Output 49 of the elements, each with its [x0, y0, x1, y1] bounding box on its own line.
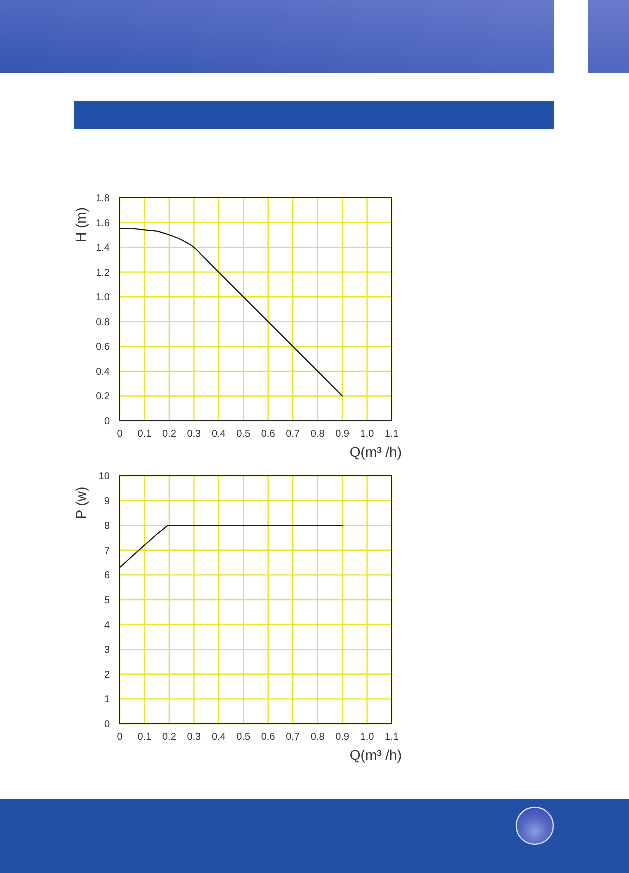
x-tick-label: 0.1 [138, 732, 152, 743]
y-tick-label: 0.2 [96, 392, 110, 403]
x-tick-label: 0.8 [310, 429, 326, 440]
y-tick-label: 1.6 [96, 218, 110, 230]
y-tick-label: 0.8 [96, 317, 110, 328]
x-tick-label: 1.0 [360, 732, 375, 743]
y-tick-label: 1.2 [96, 268, 110, 279]
x-tick-label: 0.2 [162, 732, 177, 743]
y-axis-title: P (w) [73, 486, 89, 520]
y-tick-label: 1.8 [96, 194, 110, 204]
x-axis-title: Q(m³ /h) [350, 747, 402, 763]
y-tick-label: 5 [104, 596, 110, 606]
y-tick-label: 2 [104, 670, 110, 681]
y-tick-label: 0.4 [96, 366, 110, 378]
x-axis-title: Q(m³ /h) [350, 444, 402, 460]
y-axis-title: H (m) [73, 208, 89, 242]
x-tick-label: 0.9 [336, 429, 350, 440]
x-tick-label: 0.5 [236, 732, 252, 743]
y-tick-label: 6 [104, 570, 110, 582]
x-tick-label: 1.1 [385, 732, 400, 743]
y-tick-label: 9 [104, 496, 110, 508]
x-tick-label: 0.7 [286, 429, 300, 440]
y-tick-label: 0 [104, 416, 110, 428]
y-tick-label: 10 [98, 472, 110, 482]
x-tick-label: 0.2 [162, 429, 177, 440]
x-tick-label: 0.3 [187, 429, 202, 440]
x-tick-label: 0.6 [261, 732, 276, 743]
x-tick-label: 0.5 [236, 429, 252, 440]
y-tick-label: 1.0 [96, 292, 110, 304]
x-tick-label: 0.4 [212, 732, 226, 743]
x-tick-label: 0.3 [187, 732, 202, 743]
x-tick-label: 0.6 [261, 429, 276, 440]
x-tick-label: 0 [117, 429, 124, 440]
x-tick-label: 0.4 [212, 429, 226, 440]
y-tick-label: 1 [104, 694, 110, 706]
x-tick-label: 0.8 [310, 732, 326, 743]
x-tick-label: 1.1 [385, 429, 400, 440]
y-tick-label: 8 [104, 521, 110, 532]
x-tick-label: 0 [117, 732, 124, 743]
y-tick-label: 7 [104, 546, 110, 557]
y-tick-label: 3 [104, 645, 110, 656]
x-tick-label: 0.1 [138, 429, 152, 440]
x-tick-label: 1.0 [360, 429, 375, 440]
y-tick-label: 0.6 [96, 342, 110, 354]
y-tick-label: 1.4 [96, 243, 110, 254]
x-tick-label: 0.7 [286, 732, 300, 743]
x-tick-label: 0.9 [336, 732, 350, 743]
y-tick-label: 0 [104, 720, 110, 730]
y-tick-label: 4 [104, 620, 110, 632]
